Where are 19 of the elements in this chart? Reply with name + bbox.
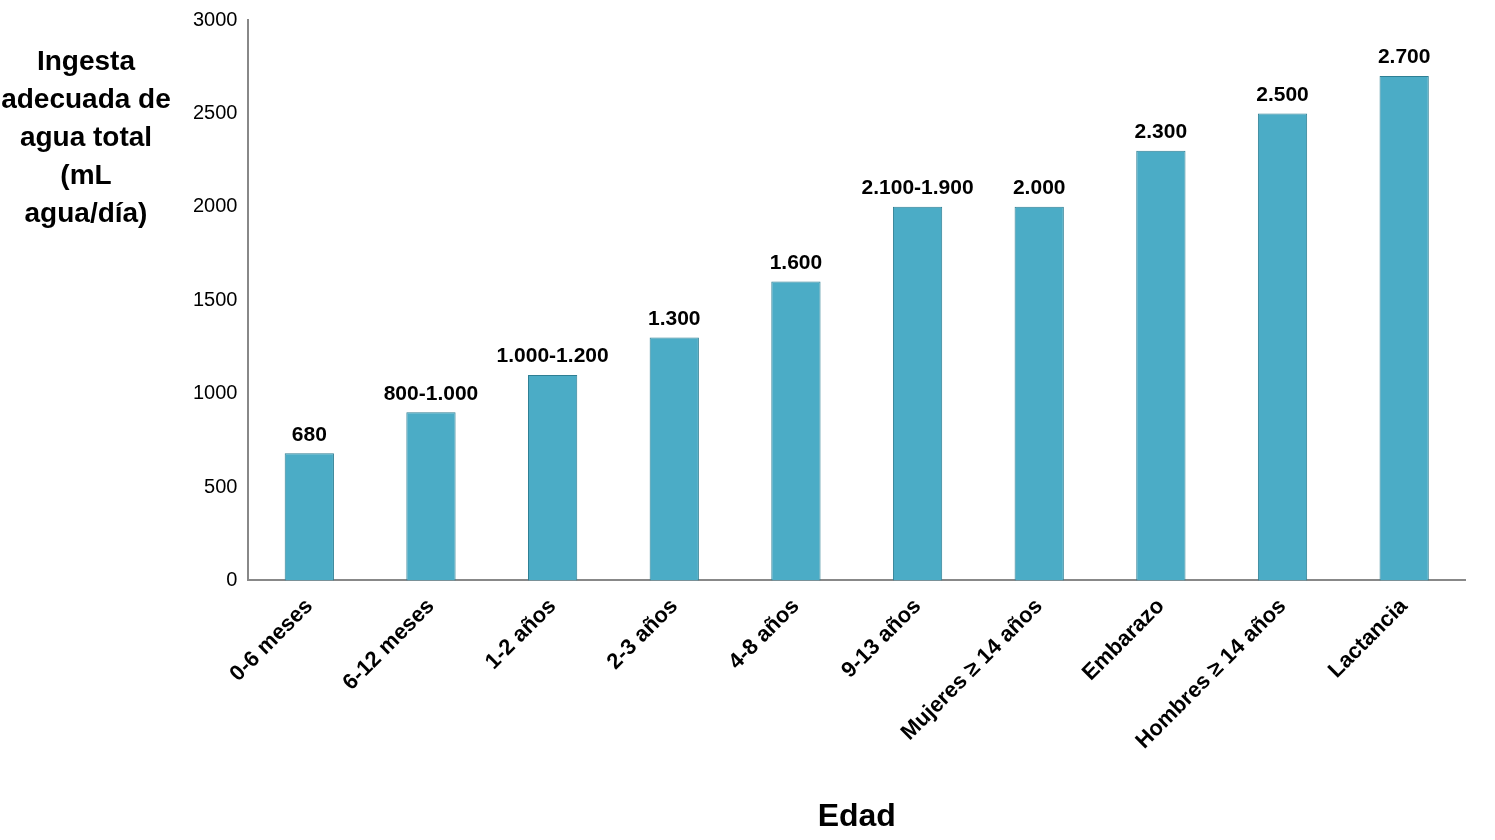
- y-tick-label: 1000: [192, 381, 238, 404]
- data-label: 800-1.000: [383, 380, 479, 404]
- y-tick-label: 2500: [192, 100, 238, 123]
- data-label: 2.100-1.900: [861, 175, 974, 199]
- y-tick-label: 0: [226, 567, 238, 590]
- data-label: 1.300: [647, 305, 701, 329]
- y-tick-label: 1500: [192, 287, 238, 310]
- data-label: 1.600: [769, 249, 823, 273]
- y-tick-label: 2000: [192, 194, 238, 217]
- y-tick-label: 3000: [192, 7, 238, 30]
- y-axis-title: Ingesta adecuada de agua total (mL agua/día): [0, 44, 172, 230]
- data-label: 1.000-1.200: [496, 343, 609, 367]
- data-label: 2.300: [1134, 119, 1188, 143]
- y-tick-label: 500: [204, 474, 238, 497]
- data-label: 2.000: [1012, 175, 1066, 199]
- x-axis-title: Edad: [817, 796, 896, 833]
- data-label: 680: [291, 421, 327, 445]
- data-label: 2.700: [1377, 44, 1431, 68]
- data-label: 2.500: [1256, 81, 1309, 105]
